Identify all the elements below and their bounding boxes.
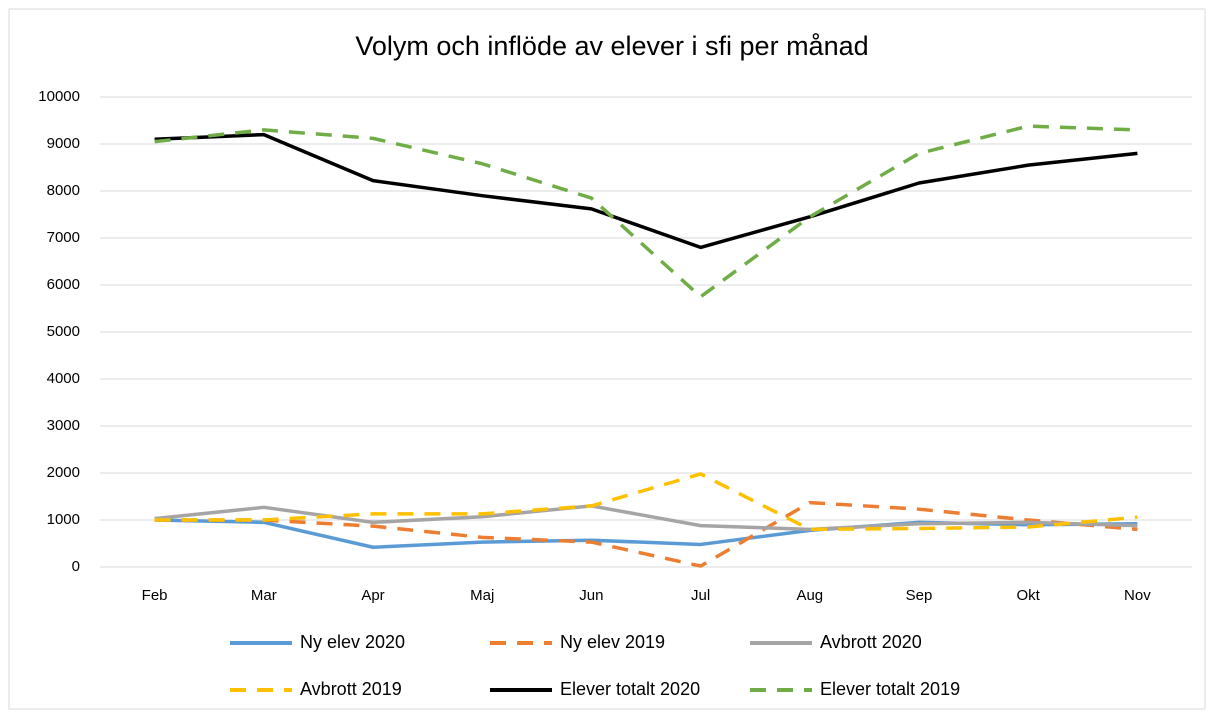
y-tick-label: 6000 bbox=[47, 276, 80, 293]
series-line bbox=[154, 124, 1138, 299]
series-line bbox=[154, 472, 1138, 532]
y-tick-label: 4000 bbox=[47, 370, 80, 387]
y-tick-label: 3000 bbox=[47, 417, 80, 434]
y-tick-label: 1000 bbox=[47, 511, 80, 528]
series-line bbox=[154, 504, 1138, 532]
legend-label: Ny elev 2020 bbox=[300, 632, 405, 652]
y-tick-label: 2000 bbox=[47, 464, 80, 481]
x-tick-label: Mar bbox=[251, 587, 277, 604]
y-tick-label: 9000 bbox=[47, 135, 80, 152]
x-tick-label: Sep bbox=[906, 587, 933, 604]
x-tick-label: Nov bbox=[1124, 587, 1151, 604]
series-line bbox=[154, 132, 1138, 250]
x-tick-label: Maj bbox=[470, 587, 494, 604]
series-line bbox=[154, 500, 1138, 568]
x-tick-label: Apr bbox=[361, 587, 384, 604]
x-tick-label: Jul bbox=[691, 587, 710, 604]
legend-label: Avbrott 2020 bbox=[820, 632, 922, 652]
legend-label: Elever totalt 2020 bbox=[560, 679, 700, 699]
x-tick-label: Jun bbox=[579, 587, 603, 604]
x-tick-label: Feb bbox=[142, 587, 168, 604]
x-tick-label: Okt bbox=[1017, 587, 1041, 604]
y-tick-label: 8000 bbox=[47, 182, 80, 199]
chart-border bbox=[8, 8, 1206, 710]
legend-label: Avbrott 2019 bbox=[300, 679, 402, 699]
y-tick-label: 10000 bbox=[38, 88, 80, 105]
legend-label: Elever totalt 2019 bbox=[820, 679, 960, 699]
y-tick-label: 7000 bbox=[47, 229, 80, 246]
x-tick-label: Aug bbox=[796, 587, 823, 604]
chart-title: Volym och inflöde av elever i sfi per må… bbox=[355, 31, 868, 61]
legend-label: Ny elev 2019 bbox=[560, 632, 665, 652]
y-tick-label: 5000 bbox=[47, 323, 80, 340]
y-tick-label: 0 bbox=[72, 558, 80, 575]
